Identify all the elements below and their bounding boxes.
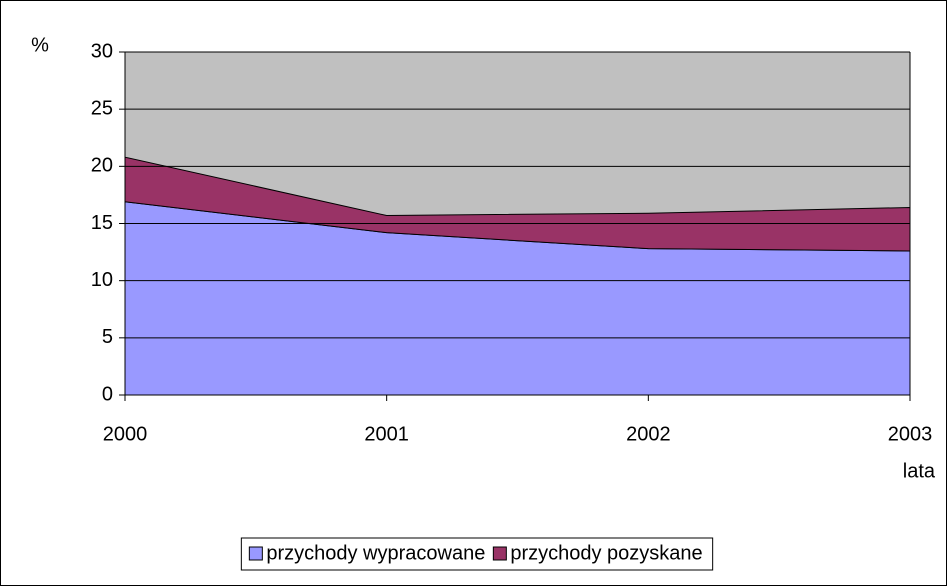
legend-box <box>240 537 714 571</box>
legend: przychody wypracowane przychody pozyskane <box>240 537 714 571</box>
y-tick-label: 25 <box>91 97 113 119</box>
x-tick-label: 2001 <box>364 423 409 445</box>
y-tick-label: 5 <box>102 326 113 348</box>
x-axis-label: lata <box>903 460 936 482</box>
y-tick-label: 15 <box>91 212 113 234</box>
y-axis-label: % <box>31 34 49 56</box>
x-tick-label: 2002 <box>626 423 671 445</box>
legend-swatch <box>492 546 507 561</box>
legend-label: przychody pozyskane <box>510 542 702 564</box>
y-tick-label: 0 <box>102 383 113 405</box>
legend-swatch <box>248 546 263 561</box>
y-tick-label: 10 <box>91 269 113 291</box>
legend-label: przychody wypracowane <box>266 542 485 564</box>
y-tick-label: 20 <box>91 155 113 177</box>
y-tick-label: 30 <box>91 40 113 62</box>
x-tick-label: 2000 <box>103 423 148 445</box>
x-tick-label: 2003 <box>888 423 933 445</box>
